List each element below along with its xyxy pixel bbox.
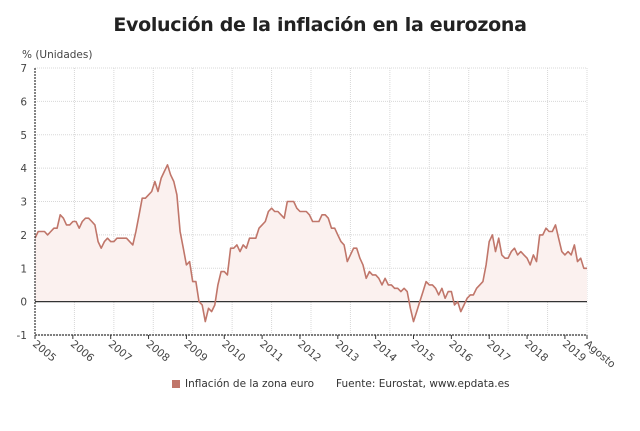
y-tick-label: 6: [20, 96, 27, 108]
y-tick-label: -1: [17, 330, 27, 342]
y-tick-label: 4: [20, 163, 27, 175]
x-tick-label: 2005: [30, 338, 58, 364]
x-tick-label: 2017: [484, 338, 512, 364]
y-tick-label: 3: [20, 197, 27, 209]
x-tick-label: 2013: [333, 338, 361, 364]
x-tick-label: 2007: [106, 338, 134, 364]
legend-label: Inflación de la zona euro: [185, 378, 315, 390]
x-tick-label: 2009: [181, 338, 209, 364]
x-tick-label: 2014: [371, 338, 399, 365]
x-tick-label: 2015: [409, 338, 437, 364]
x-tick-label: 2012: [295, 338, 323, 364]
x-tick-label: 2016: [446, 338, 474, 365]
source-note: Fuente: Eurostat, www.epdata.es: [336, 378, 510, 390]
x-tick-label: 2008: [144, 338, 172, 364]
y-tick-label: 7: [20, 63, 27, 75]
legend: Inflación de la zona euro Fuente: Eurost…: [172, 378, 510, 390]
x-tick-label: 2018: [522, 338, 550, 364]
x-tick-label: 2010: [219, 338, 247, 364]
y-tick-label: 0: [20, 297, 27, 309]
x-tick-label: 2011: [257, 338, 285, 364]
y-tick-label: 2: [20, 230, 27, 242]
x-tick-label: 2006: [68, 338, 96, 365]
chart-title: Evolución de la inflación en la eurozona: [113, 14, 527, 36]
y-axis-label: % (Unidades): [22, 49, 93, 61]
series-line: [34, 164, 587, 323]
legend-swatch: [172, 380, 180, 388]
x-tick-label: 2019: [560, 338, 588, 364]
series-area: [35, 164, 587, 322]
y-tick-label: 1: [20, 263, 27, 275]
y-tick-label: 5: [20, 130, 27, 142]
